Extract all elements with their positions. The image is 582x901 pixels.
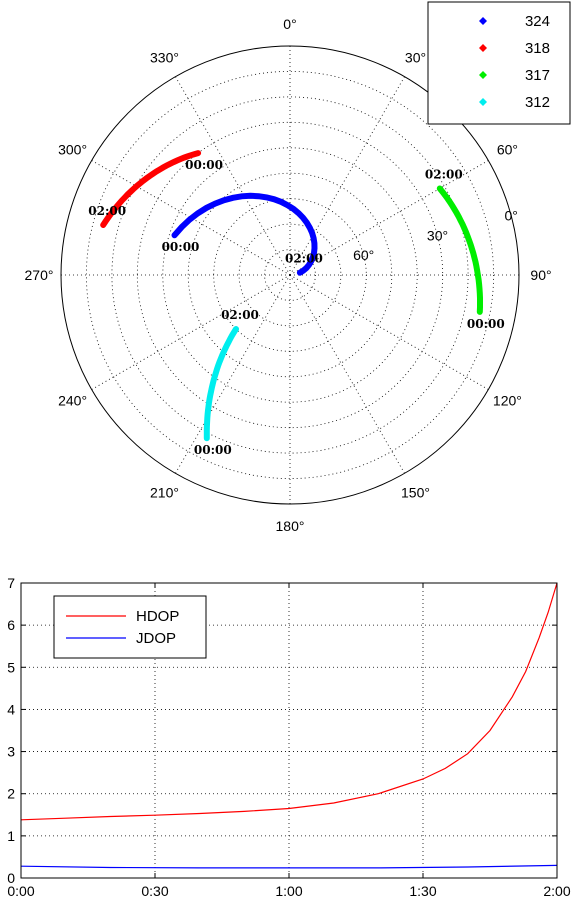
grid-ring	[238, 223, 342, 327]
dop-tick-labels: 0:00 0:30 1:00 1:30 2:00 0 1 2 3 4 5 6 7	[7, 575, 571, 899]
azimuth-tick-label: 300°	[58, 142, 87, 158]
legend-marker	[479, 44, 487, 52]
elevation-tick-label: 60°	[353, 247, 374, 263]
azimuth-tick-label: 60°	[497, 142, 518, 158]
y-tick-label: 0	[7, 870, 15, 886]
y-tick-label: 3	[7, 744, 15, 760]
grid-ring	[187, 172, 393, 378]
grid-ring	[264, 249, 316, 301]
azimuth-tick-label: 30°	[405, 50, 426, 66]
skyplot-tick-labels: 0° 30° 60° 90° 120° 150° 180° 210° 240° 270° 300° 3…	[25, 16, 552, 534]
track-end-label: 02:00	[425, 168, 463, 182]
legend-marker	[479, 98, 487, 106]
satellite-track-317	[436, 185, 483, 315]
grid-ring	[162, 147, 418, 403]
grid-ring	[111, 96, 469, 454]
skyplot-legend: 324 318 317 312	[427, 1, 571, 125]
y-tick-label: 7	[7, 575, 15, 591]
y-tick-label: 4	[7, 701, 15, 717]
dop-axes	[20, 582, 558, 879]
satellite-track-324	[171, 192, 318, 276]
y-tick-label: 1	[7, 828, 15, 844]
legend-label: JDOP	[136, 630, 176, 647]
elevation-tick-label: 0°	[505, 208, 518, 224]
legend-label: 317	[525, 67, 550, 84]
skyplot-chart: 0° 30° 60° 90° 120° 150° 180° 210° 240° 270° 300° 3…	[25, 1, 571, 534]
azimuth-tick-label: 270°	[25, 267, 54, 283]
azimuth-tick-label: 150°	[401, 484, 430, 500]
x-tick-label: 0:30	[141, 883, 168, 899]
legend-box	[53, 595, 207, 659]
y-tick-label: 6	[7, 617, 15, 633]
track-start-label: 00:00	[194, 443, 232, 457]
skyplot-tracks	[100, 150, 483, 442]
azimuth-tick-label: 90°	[530, 267, 551, 283]
series-line-jdop	[20, 864, 558, 869]
satellite-track-318	[100, 150, 202, 228]
satellite-track-312	[203, 326, 239, 442]
azimuth-tick-label: 210°	[150, 484, 179, 500]
legend-label: 312	[525, 94, 550, 111]
grid-spoke	[175, 274, 291, 474]
legend-label: HDOP	[136, 608, 179, 625]
plot-frame	[20, 582, 558, 879]
dop-chart: 0:00 0:30 1:00 1:30 2:00 0 1 2 3 4 5 6 7 HDOP JDOP	[7, 575, 571, 899]
y-tick-label: 5	[7, 659, 15, 675]
track-end-label: 02:00	[221, 308, 259, 322]
grid-spoke	[289, 274, 489, 390]
skyplot-grid	[60, 45, 520, 505]
track-start-label: 00:00	[185, 158, 223, 172]
grid-ring	[85, 70, 495, 480]
track-start-label: 00:00	[467, 317, 505, 331]
azimuth-tick-label: 0°	[283, 16, 296, 32]
legend-marker	[479, 71, 487, 79]
azimuth-tick-label: 180°	[276, 518, 305, 534]
track-end-label: 02:00	[285, 252, 323, 266]
elevation-tick-label: 30°	[427, 228, 448, 244]
dop-legend: HDOP JDOP	[53, 595, 207, 659]
legend-label: 318	[525, 40, 550, 57]
y-tick-label: 2	[7, 786, 15, 802]
azimuth-tick-label: 120°	[493, 393, 522, 409]
legend-label: 324	[525, 13, 550, 30]
series-line-hdop	[20, 582, 558, 821]
dop-grid	[21, 583, 557, 878]
track-end-label: 02:00	[88, 204, 126, 218]
track-start-label: 00:00	[162, 240, 200, 254]
x-tick-label: 1:30	[409, 883, 436, 899]
x-tick-label: 2:00	[543, 883, 570, 899]
legend-box	[427, 1, 571, 125]
azimuth-tick-label: 330°	[150, 50, 179, 66]
polar-rim	[60, 45, 520, 505]
legend-marker	[479, 17, 487, 25]
skyplot-time-labels: 00:00 02:00 00:00 02:00 00:00 02:00 00:00 02:00	[88, 158, 504, 457]
azimuth-tick-label: 240°	[58, 393, 87, 409]
x-tick-label: 1:00	[275, 883, 302, 899]
grid-spoke	[289, 274, 405, 474]
dop-lines	[20, 582, 558, 869]
x-tick-label: 0:00	[7, 883, 34, 899]
